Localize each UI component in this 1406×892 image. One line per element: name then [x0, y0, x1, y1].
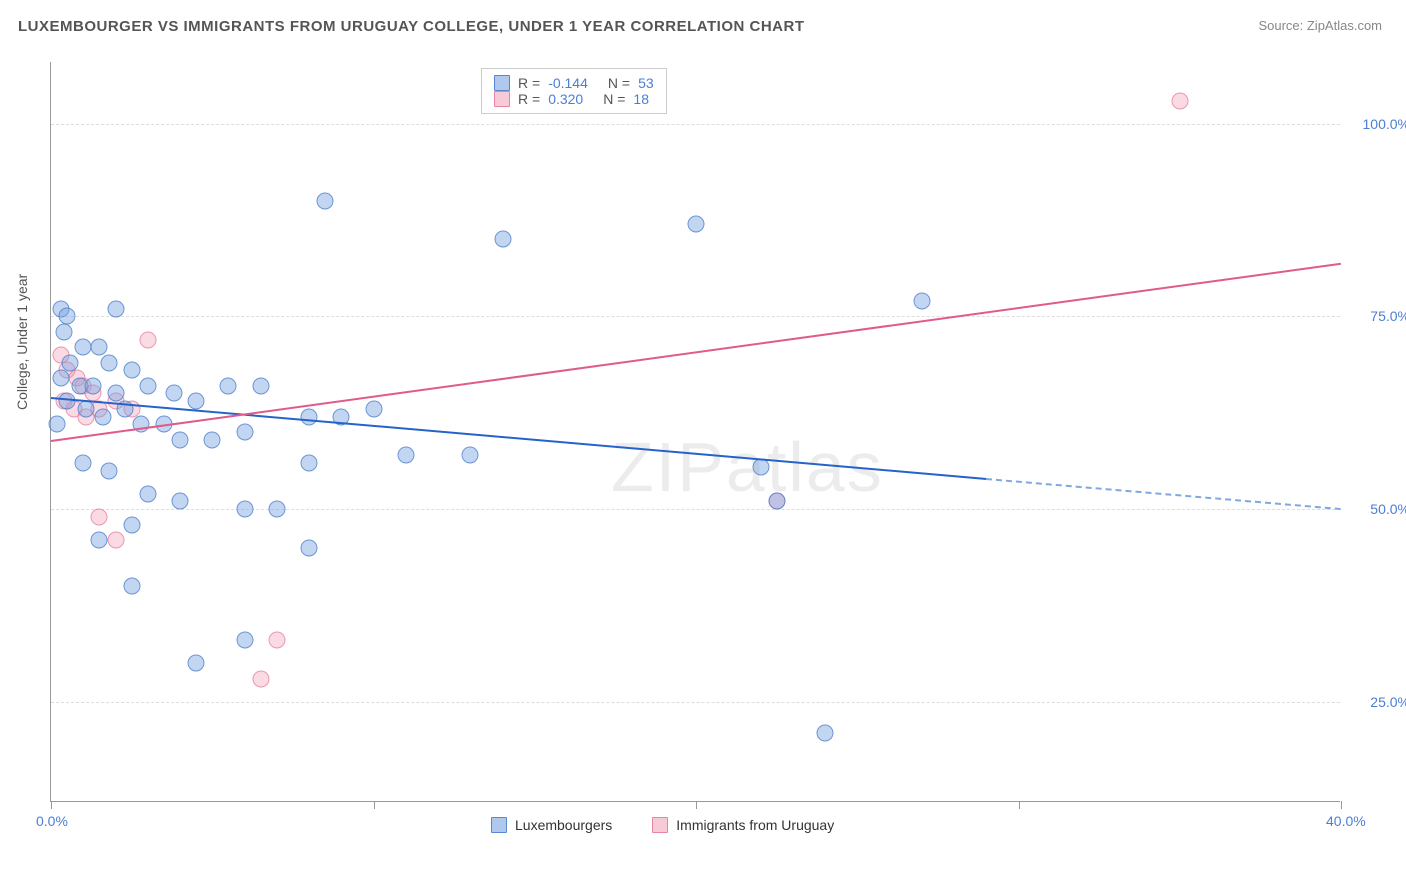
y-tick-label: 25.0%	[1350, 694, 1406, 710]
data-point	[172, 493, 189, 510]
data-point	[139, 377, 156, 394]
chart-title: LUXEMBOURGER VS IMMIGRANTS FROM URUGUAY …	[18, 18, 804, 35]
data-point	[236, 424, 253, 441]
gridline	[51, 124, 1340, 125]
data-point	[52, 370, 69, 387]
data-point	[268, 501, 285, 518]
r-label: R =	[518, 91, 540, 107]
trend-line	[51, 262, 1341, 441]
trend-line	[986, 478, 1341, 510]
n-label: N =	[603, 91, 625, 107]
data-point	[301, 408, 318, 425]
x-tick	[374, 801, 375, 809]
data-point	[1171, 92, 1188, 109]
data-point	[91, 531, 108, 548]
y-tick-label: 75.0%	[1350, 308, 1406, 324]
data-point	[139, 331, 156, 348]
data-point	[59, 308, 76, 325]
data-point	[317, 192, 334, 209]
data-point	[75, 339, 92, 356]
data-point	[62, 354, 79, 371]
data-point	[75, 454, 92, 471]
data-point	[188, 393, 205, 410]
x-tick-label: 0.0%	[36, 813, 68, 829]
trend-line	[51, 397, 986, 480]
data-point	[252, 377, 269, 394]
data-point	[91, 508, 108, 525]
data-point	[188, 655, 205, 672]
data-point	[107, 385, 124, 402]
y-axis-label: College, Under 1 year	[14, 274, 30, 410]
swatch-blue-icon	[491, 817, 507, 833]
data-point	[55, 323, 72, 340]
data-point	[78, 400, 95, 417]
data-point	[107, 300, 124, 317]
data-point	[268, 632, 285, 649]
swatch-pink-icon	[652, 817, 668, 833]
series-legend: Luxembourgers Immigrants from Uruguay	[491, 817, 834, 833]
data-point	[123, 362, 140, 379]
data-point	[220, 377, 237, 394]
legend-row: R = -0.144 N = 53	[494, 75, 654, 91]
data-point	[462, 447, 479, 464]
n-value: 53	[638, 75, 654, 91]
n-value: 18	[633, 91, 649, 107]
gridline	[51, 702, 1340, 703]
data-point	[84, 377, 101, 394]
y-tick-label: 50.0%	[1350, 501, 1406, 517]
x-tick	[1019, 801, 1020, 809]
plot-area: ZIPatlas R = -0.144 N = 53 R = 0.320 N =…	[50, 62, 1340, 802]
legend-label: Immigrants from Uruguay	[676, 817, 834, 833]
r-value: 0.320	[548, 91, 583, 107]
data-point	[301, 454, 318, 471]
data-point	[123, 578, 140, 595]
data-point	[913, 292, 930, 309]
data-point	[172, 431, 189, 448]
legend-item: Immigrants from Uruguay	[652, 817, 834, 833]
data-point	[204, 431, 221, 448]
gridline	[51, 316, 1340, 317]
data-point	[397, 447, 414, 464]
data-point	[59, 393, 76, 410]
swatch-pink-icon	[494, 91, 510, 107]
x-tick-label: 40.0%	[1326, 813, 1366, 829]
x-tick	[696, 801, 697, 809]
data-point	[94, 408, 111, 425]
data-point	[817, 724, 834, 741]
r-value: -0.144	[548, 75, 588, 91]
r-label: R =	[518, 75, 540, 91]
data-point	[236, 501, 253, 518]
data-point	[91, 339, 108, 356]
n-label: N =	[608, 75, 630, 91]
source-label: Source: ZipAtlas.com	[1258, 18, 1382, 33]
correlation-legend: R = -0.144 N = 53 R = 0.320 N = 18	[481, 68, 667, 114]
legend-row: R = 0.320 N = 18	[494, 91, 654, 107]
data-point	[107, 531, 124, 548]
data-point	[101, 462, 118, 479]
data-point	[252, 670, 269, 687]
data-point	[301, 539, 318, 556]
data-point	[165, 385, 182, 402]
data-point	[101, 354, 118, 371]
data-point	[236, 632, 253, 649]
legend-label: Luxembourgers	[515, 817, 612, 833]
data-point	[494, 231, 511, 248]
data-point	[123, 516, 140, 533]
swatch-blue-icon	[494, 75, 510, 91]
x-tick	[51, 801, 52, 809]
data-point	[768, 493, 785, 510]
x-tick	[1341, 801, 1342, 809]
y-tick-label: 100.0%	[1350, 116, 1406, 132]
data-point	[365, 400, 382, 417]
data-point	[688, 215, 705, 232]
data-point	[139, 485, 156, 502]
data-point	[49, 416, 66, 433]
legend-item: Luxembourgers	[491, 817, 612, 833]
